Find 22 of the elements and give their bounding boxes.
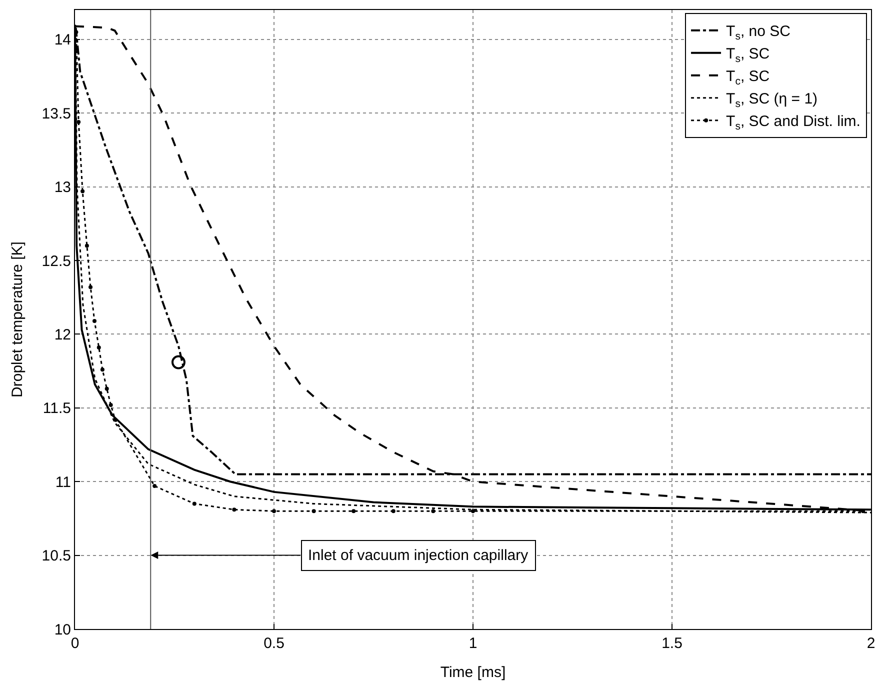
x-tick-label: 1: [468, 635, 478, 652]
y-tick-label: 11.5: [42, 400, 71, 418]
x-tick-label: 2: [866, 635, 876, 652]
y-tick-label: 10: [54, 621, 71, 638]
legend-label: T$_{s}$, SC: [726, 46, 770, 65]
annotation: Inlet of vacuum injection capillary: [308, 547, 529, 564]
y-tick-label: 10.5: [42, 548, 71, 565]
y-tick-label: 12: [54, 326, 71, 344]
legend-label: T$_{s}$, SC and Dist. lim.: [726, 113, 860, 132]
legend-label: T$_{c}$, SC: [726, 68, 770, 88]
y-tick-label: 14: [54, 32, 71, 49]
y-tick-label: 11: [55, 474, 71, 491]
y-tick-label: 13.5: [42, 105, 71, 122]
x-axis-title: Time [ms]: [440, 664, 506, 681]
x-tick-label: 1.5: [662, 635, 682, 652]
y-tick-label: 12.5: [42, 252, 71, 270]
x-tick-label: 0: [70, 635, 80, 652]
x-tick-label: 0.5: [264, 635, 284, 652]
y-axis-title: Droplet temperature [K]: [9, 242, 26, 398]
legend-label: T$_{s}$, SC (η = 1): [726, 90, 818, 110]
y-tick-label: 13: [54, 179, 71, 196]
legend-label: T$_{s}$, no SC: [726, 23, 791, 42]
